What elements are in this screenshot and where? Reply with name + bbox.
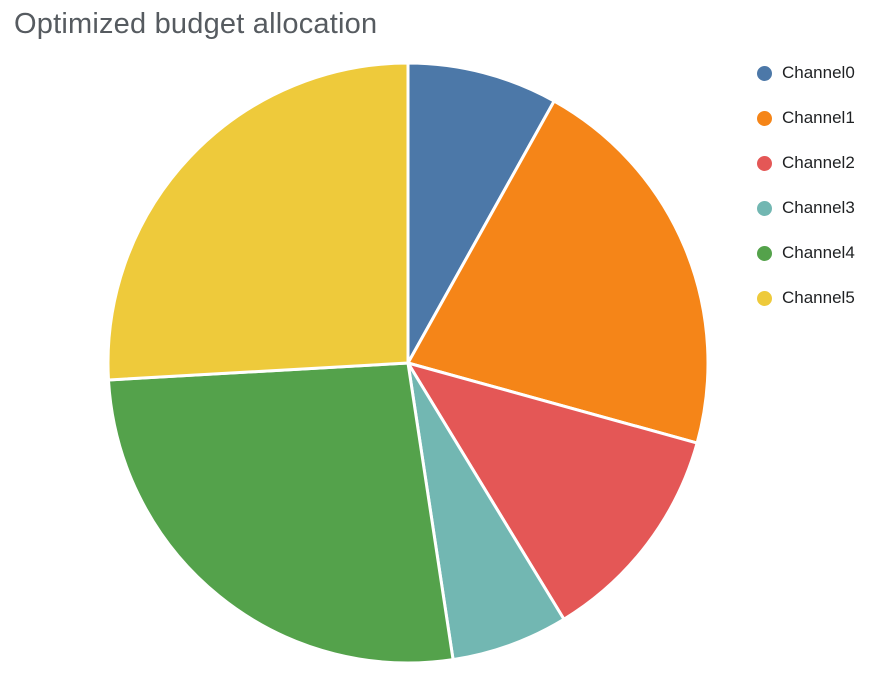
legend-item-channel4[interactable]: Channel4 <box>757 243 855 262</box>
legend-item-channel3[interactable]: Channel3 <box>757 198 855 217</box>
legend-swatch-icon <box>757 290 772 306</box>
pie-slice-channel4[interactable] <box>106 361 455 665</box>
legend-label: Channel5 <box>782 288 855 307</box>
legend-swatch-icon <box>757 155 772 171</box>
pie-slice-channel5[interactable] <box>106 61 410 382</box>
pie-slice-channel0[interactable] <box>406 61 557 369</box>
legend-label: Channel3 <box>782 198 855 217</box>
legend-item-channel2[interactable]: Channel2 <box>757 153 855 172</box>
pie-slice-channel2[interactable] <box>404 360 699 622</box>
legend-swatch-icon <box>757 245 772 261</box>
legend-label: Channel1 <box>782 108 855 127</box>
legend-label: Channel2 <box>782 153 855 172</box>
legend-swatch-icon <box>757 65 772 81</box>
legend-label: Channel4 <box>782 243 855 262</box>
pie-slice-channel3[interactable] <box>406 362 567 662</box>
legend: Channel0 Channel1 Channel2 Channel3 Channel4… <box>757 63 855 307</box>
legend-swatch-icon <box>757 200 772 216</box>
legend-item-channel0[interactable]: Channel0 <box>757 63 855 82</box>
legend-item-channel5[interactable]: Channel5 <box>757 288 855 307</box>
chart-title: Optimized budget allocation <box>14 8 378 40</box>
legend-swatch-icon <box>757 110 772 126</box>
pie-slice-channel1[interactable] <box>405 98 710 445</box>
legend-item-channel1[interactable]: Channel1 <box>757 108 855 127</box>
legend-label: Channel0 <box>782 63 855 82</box>
